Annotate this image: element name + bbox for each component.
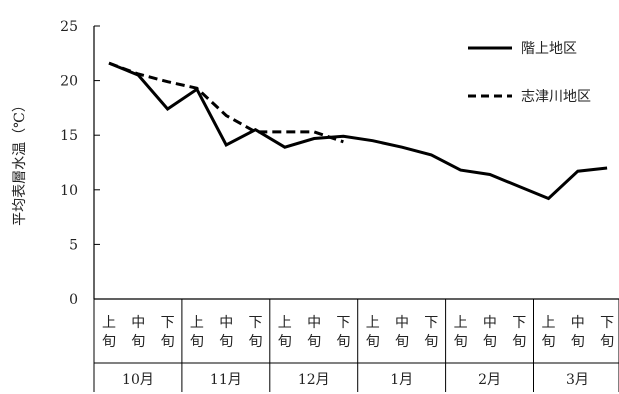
x-tick-label-suffix: 旬 <box>278 334 292 350</box>
legend: 階上地区 志津川地区 <box>468 41 591 105</box>
y-tick-label: 25 <box>60 19 78 35</box>
month-label: 11月 <box>210 372 242 388</box>
x-tick-label-period: 上 <box>366 315 380 331</box>
x-tick-label-period: 下 <box>424 315 438 331</box>
x-tick-label-suffix: 旬 <box>542 334 556 350</box>
x-tick-label-period: 下 <box>336 315 350 331</box>
x-tick-label-suffix: 旬 <box>512 334 526 350</box>
x-tick-label-suffix: 旬 <box>249 334 263 350</box>
x-tick-label-period: 上 <box>190 315 204 331</box>
x-tick-label-period: 中 <box>219 315 233 331</box>
y-tick-label: 0 <box>69 292 78 308</box>
month-label: 3月 <box>566 372 589 388</box>
series-line-1 <box>108 61 608 201</box>
month-label: 10月 <box>122 372 154 388</box>
y-tick-label: 15 <box>60 128 78 144</box>
x-tick-label-suffix: 旬 <box>366 334 380 350</box>
y-tick-label: 20 <box>60 74 78 90</box>
y-tick-label: 5 <box>69 237 78 253</box>
y-tick-label: 10 <box>60 183 78 199</box>
month-label: 2月 <box>478 372 501 388</box>
x-tick-label-suffix: 旬 <box>424 334 438 350</box>
x-tick-label-period: 下 <box>161 315 175 331</box>
x-tick-label-period: 下 <box>600 315 614 331</box>
x-tick-label-period: 中 <box>571 315 585 331</box>
series-lines <box>108 61 608 201</box>
y-ticks: 0 5 10 15 20 25 <box>60 19 100 308</box>
x-tick-label-period: 上 <box>278 315 292 331</box>
legend-label-series-1: 階上地区 <box>521 41 577 57</box>
y-axis-label: 平均表層水温（℃） <box>12 98 28 226</box>
series-line-2 <box>108 61 344 144</box>
x-tick-label-suffix: 旬 <box>190 334 204 350</box>
x-tick-label-suffix: 旬 <box>454 334 468 350</box>
x-tick-label-suffix: 旬 <box>571 334 585 350</box>
x-tick-label-period: 上 <box>454 315 468 331</box>
x-tick-label-suffix: 旬 <box>131 334 145 350</box>
month-label: 1月 <box>390 372 413 388</box>
x-tick-label-period: 下 <box>249 315 263 331</box>
x-tick-label-period: 中 <box>483 315 497 331</box>
x-tick-label-period: 中 <box>307 315 321 331</box>
x-tick-label-suffix: 旬 <box>219 334 233 350</box>
x-tick-label-period: 中 <box>395 315 409 331</box>
x-tick-label-period: 上 <box>542 315 556 331</box>
month-label: 12月 <box>298 372 330 388</box>
x-tick-label-suffix: 旬 <box>600 334 614 350</box>
x-tick-label-period: 中 <box>131 315 145 331</box>
legend-label-series-2: 志津川地区 <box>521 89 591 105</box>
x-tick-label-suffix: 旬 <box>307 334 321 350</box>
x-tick-label-suffix: 旬 <box>483 334 497 350</box>
x-tick-label-period: 上 <box>102 315 116 331</box>
x-axis <box>94 298 619 364</box>
x-tick-label-suffix: 旬 <box>395 334 409 350</box>
x-tick-label-suffix: 旬 <box>336 334 350 350</box>
x-tick-label-period: 下 <box>512 315 526 331</box>
x-tick-label-suffix: 旬 <box>161 334 175 350</box>
x-tick-label-suffix: 旬 <box>102 334 116 350</box>
